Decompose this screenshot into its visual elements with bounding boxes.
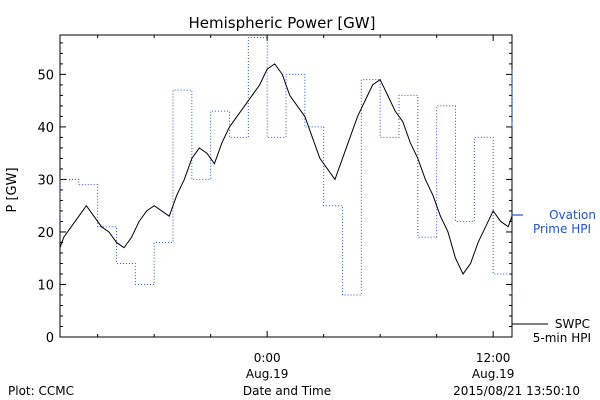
legend-ovation: Ovation Prime HPI: [512, 208, 596, 236]
plot-area-border: [59, 34, 513, 338]
ovation-prime-line: [59, 37, 513, 296]
plot-timestamp: 2015/08/21 13:50:10: [453, 384, 580, 398]
swpc-series: [59, 63, 513, 290]
ovation-prime-series: [59, 37, 513, 296]
y-tick-label: 50: [37, 68, 54, 83]
legend-swpc: SWPC 5-min HPI: [512, 317, 591, 345]
legend-swpc-line2: 5-min HPI: [533, 331, 591, 345]
y-tick-label: 10: [37, 278, 54, 293]
x-tick-label-time: 12:00: [476, 351, 511, 365]
y-axis: 0 10 20 30 40 50: [37, 42, 512, 346]
x-tick-label-time: 0:00: [254, 351, 281, 365]
x-axis-label: Date and Time: [243, 384, 331, 398]
legend-ovation-line1: Ovation: [549, 208, 596, 222]
swpc-line: [59, 63, 513, 290]
chart-title: Hemispheric Power [GW]: [189, 14, 376, 32]
legend: Ovation Prime HPI SWPC 5-min HPI: [512, 208, 596, 345]
legend-ovation-line2: Prime HPI: [533, 222, 591, 236]
y-axis-label: P [GW]: [5, 167, 20, 212]
y-tick-label: 30: [37, 173, 54, 188]
x-axis: 0:00Aug.1912:00Aug.190:00Aug.2012:00Aug.…: [97, 35, 515, 381]
y-tick-label: 0: [46, 331, 54, 346]
x-tick-label-date: Aug.19: [246, 367, 289, 381]
plot-frame: [59, 34, 513, 338]
legend-swpc-line1: SWPC: [555, 317, 590, 331]
y-tick-label: 20: [37, 226, 54, 241]
plot-credit: Plot: CCMC: [8, 384, 74, 398]
y-tick-label: 40: [37, 121, 54, 136]
x-tick-label-date: Aug.19: [472, 367, 515, 381]
